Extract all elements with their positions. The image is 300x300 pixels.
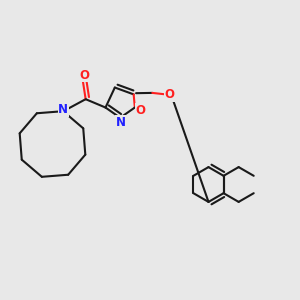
- Text: N: N: [58, 103, 68, 116]
- Text: O: O: [135, 104, 145, 117]
- Text: N: N: [116, 116, 126, 129]
- Text: O: O: [79, 69, 89, 82]
- Text: O: O: [164, 88, 174, 101]
